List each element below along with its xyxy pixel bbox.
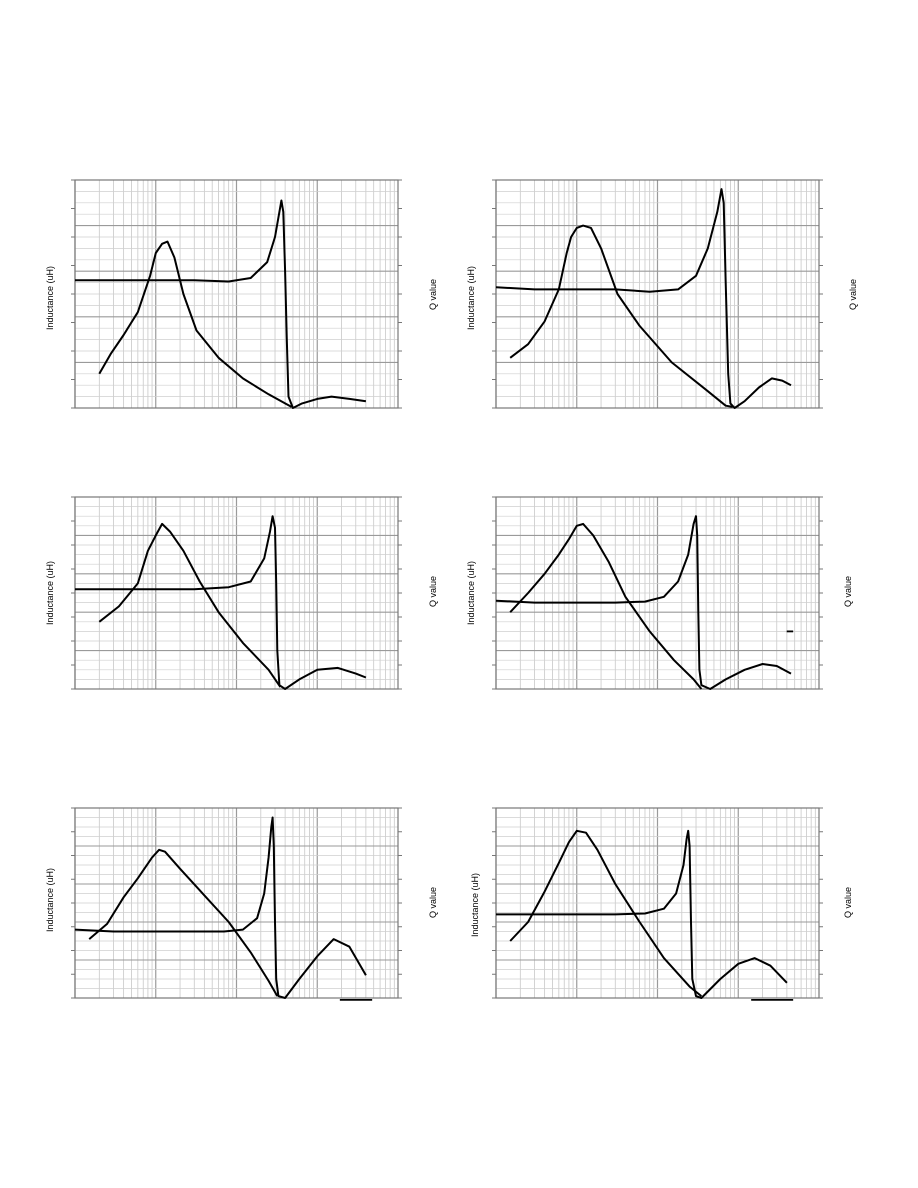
- chart-4: [492, 496, 823, 690]
- chart-2: [492, 179, 823, 409]
- y-axis-label: Inductance (uH): [466, 560, 476, 625]
- y2-axis-label: Q value: [428, 886, 438, 918]
- y2-axis-label: Q value: [843, 575, 853, 607]
- chart-5: [71, 807, 402, 1001]
- series-line-1: [98, 522, 282, 688]
- series-line-1: [509, 522, 703, 690]
- y2-axis-label: Q value: [843, 886, 853, 918]
- series-line-2: [495, 188, 792, 409]
- series-line-1: [509, 224, 733, 408]
- series-line-1: [509, 829, 703, 997]
- series-line-2: [75, 515, 367, 690]
- y-axis-label: Inductance (uH): [470, 872, 480, 937]
- y2-axis-label: Q value: [428, 575, 438, 607]
- chart-1: [71, 179, 402, 409]
- series-line-2: [495, 515, 792, 690]
- y-axis-label: Inductance (uH): [45, 265, 55, 330]
- chart-6: [492, 807, 823, 1001]
- y2-axis-label: Q value: [848, 278, 858, 310]
- series-line-2: [75, 199, 367, 409]
- y2-axis-label: Q value: [428, 278, 438, 310]
- chart-3: [71, 496, 402, 690]
- y-axis-label: Inductance (uH): [45, 867, 55, 932]
- series-line-2: [496, 829, 788, 999]
- series-line-1: [88, 848, 279, 997]
- y-axis-label: Inductance (uH): [45, 560, 55, 625]
- y-axis-label: Inductance (uH): [466, 265, 476, 330]
- series-line-2: [74, 816, 367, 999]
- series-line-1: [98, 240, 292, 408]
